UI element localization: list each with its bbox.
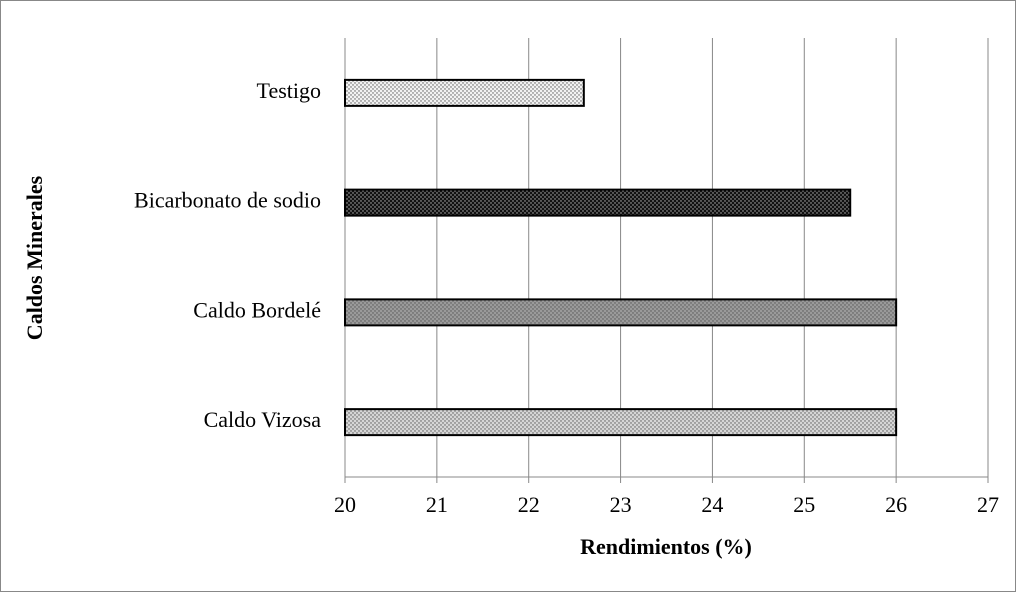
- x-tick-label: 20: [334, 492, 356, 517]
- x-tick-label: 23: [610, 492, 632, 517]
- x-tick-label: 21: [426, 492, 448, 517]
- bar: [344, 78, 585, 107]
- x-tick-label: 25: [793, 492, 815, 517]
- x-tick-label: 22: [518, 492, 540, 517]
- y-tick-label: Testigo: [257, 78, 321, 103]
- y-tick-label: Caldo Vizosa: [204, 407, 322, 432]
- x-axis-title: Rendimientos (%): [580, 534, 752, 559]
- y-tick-label: Caldo Bordelé: [193, 297, 321, 322]
- x-tick-label: 27: [977, 492, 999, 517]
- bar: [344, 408, 898, 437]
- x-tick-label: 26: [885, 492, 907, 517]
- bar: [344, 188, 852, 217]
- y-axis-title: Caldos Minerales: [22, 175, 47, 340]
- y-tick-label: Bicarbonato de sodio: [134, 188, 321, 213]
- x-tick-label: 24: [701, 492, 723, 517]
- bar: [344, 298, 898, 327]
